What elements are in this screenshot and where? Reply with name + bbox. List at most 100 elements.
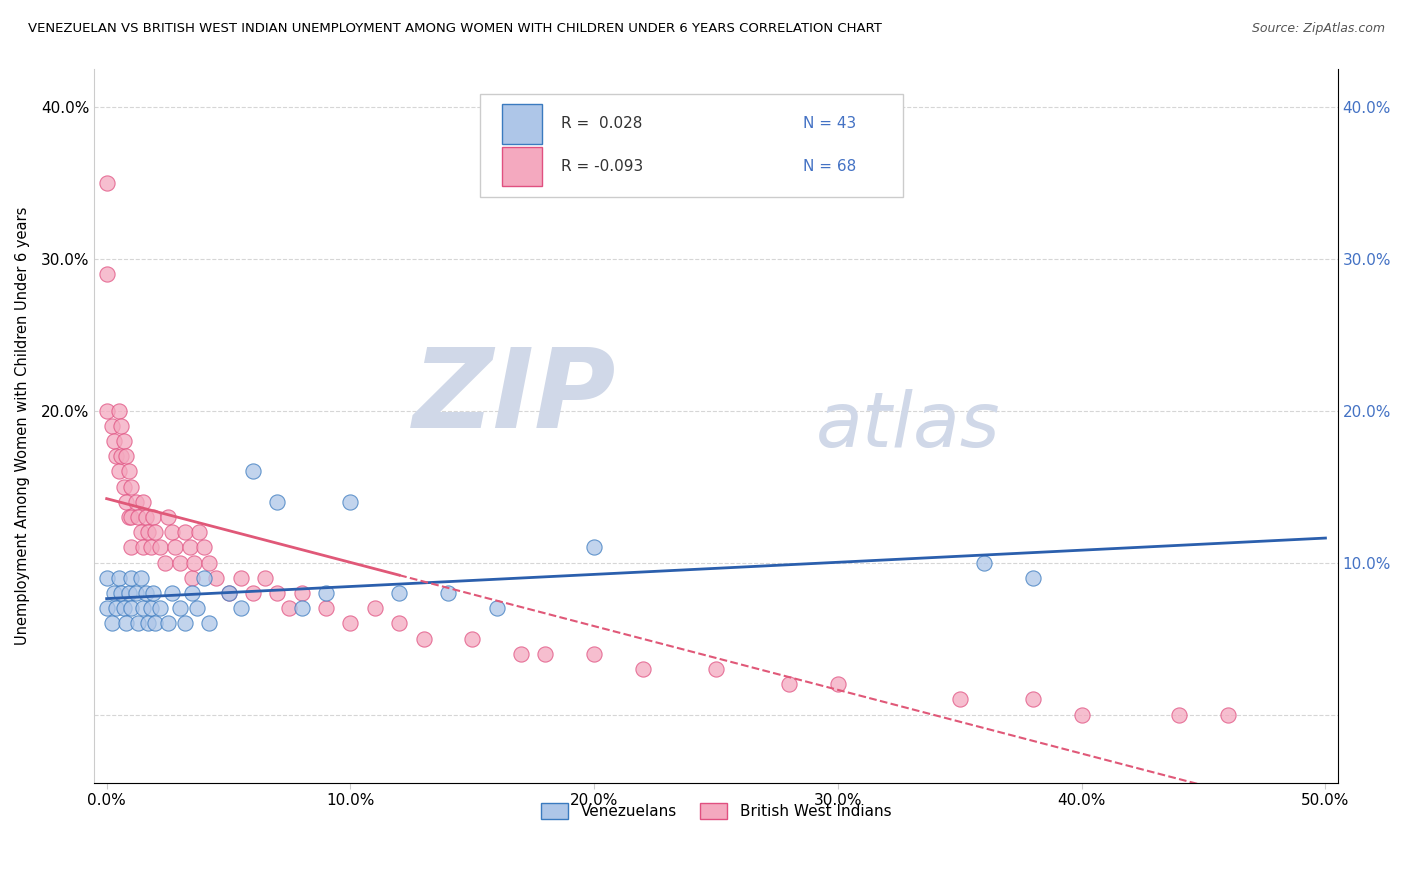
Point	[193, 571, 215, 585]
Point	[129, 525, 152, 540]
FancyBboxPatch shape	[502, 104, 541, 144]
Point	[120, 510, 142, 524]
Point	[339, 495, 361, 509]
Point	[169, 556, 191, 570]
Point	[1022, 571, 1045, 585]
Point	[112, 601, 135, 615]
Point	[291, 586, 314, 600]
Point	[162, 586, 184, 600]
Text: Source: ZipAtlas.com: Source: ZipAtlas.com	[1251, 22, 1385, 36]
Y-axis label: Unemployment Among Women with Children Under 6 years: Unemployment Among Women with Children U…	[15, 207, 30, 645]
Point	[949, 692, 972, 706]
Point	[266, 495, 288, 509]
Point	[461, 632, 484, 646]
Point	[112, 480, 135, 494]
Point	[96, 403, 118, 417]
Point	[136, 616, 159, 631]
Point	[266, 586, 288, 600]
Point	[100, 616, 122, 631]
Point	[127, 616, 149, 631]
Point	[181, 586, 204, 600]
Point	[973, 556, 995, 570]
Point	[145, 525, 167, 540]
Point	[229, 571, 252, 585]
Point	[132, 541, 155, 555]
Point	[583, 541, 606, 555]
Point	[105, 601, 128, 615]
Point	[108, 571, 131, 585]
Point	[110, 418, 132, 433]
Point	[132, 601, 155, 615]
Point	[112, 434, 135, 448]
Point	[193, 541, 215, 555]
Point	[145, 616, 167, 631]
Text: R =  0.028: R = 0.028	[561, 116, 643, 131]
Point	[631, 662, 654, 676]
Point	[229, 601, 252, 615]
Point	[117, 510, 139, 524]
Point	[388, 616, 411, 631]
Point	[110, 449, 132, 463]
Point	[186, 601, 208, 615]
Point	[127, 510, 149, 524]
Point	[103, 586, 125, 600]
Point	[156, 616, 179, 631]
Point	[153, 556, 176, 570]
Point	[125, 495, 148, 509]
FancyBboxPatch shape	[502, 147, 541, 186]
Point	[534, 647, 557, 661]
Point	[183, 556, 205, 570]
Point	[173, 616, 195, 631]
Point	[120, 541, 142, 555]
Point	[583, 647, 606, 661]
Point	[315, 586, 337, 600]
Point	[103, 434, 125, 448]
Point	[188, 525, 211, 540]
Point	[142, 586, 165, 600]
Point	[254, 571, 277, 585]
Point	[120, 571, 142, 585]
Text: ZIP: ZIP	[413, 343, 617, 450]
Point	[96, 176, 118, 190]
Point	[139, 601, 162, 615]
Point	[169, 601, 191, 615]
Point	[339, 616, 361, 631]
Point	[173, 525, 195, 540]
Point	[510, 647, 533, 661]
Point	[198, 556, 221, 570]
Point	[117, 464, 139, 478]
Point	[437, 586, 460, 600]
Text: VENEZUELAN VS BRITISH WEST INDIAN UNEMPLOYMENT AMONG WOMEN WITH CHILDREN UNDER 6: VENEZUELAN VS BRITISH WEST INDIAN UNEMPL…	[28, 22, 882, 36]
Point	[704, 662, 727, 676]
Point	[96, 601, 118, 615]
Point	[110, 586, 132, 600]
Point	[388, 586, 411, 600]
Point	[108, 403, 131, 417]
Point	[100, 418, 122, 433]
Point	[135, 586, 157, 600]
Point	[163, 541, 186, 555]
Point	[181, 571, 204, 585]
Point	[827, 677, 849, 691]
Text: N = 68: N = 68	[803, 160, 856, 174]
Point	[218, 586, 240, 600]
Point	[156, 510, 179, 524]
Point	[1168, 707, 1191, 722]
Text: N = 43: N = 43	[803, 116, 856, 131]
Point	[120, 601, 142, 615]
Point	[96, 571, 118, 585]
Point	[242, 464, 264, 478]
Point	[115, 449, 138, 463]
Point	[136, 525, 159, 540]
Point	[278, 601, 301, 615]
Point	[105, 449, 128, 463]
Point	[291, 601, 314, 615]
Point	[120, 480, 142, 494]
Point	[364, 601, 387, 615]
Point	[485, 601, 508, 615]
Point	[149, 601, 172, 615]
Point	[1022, 692, 1045, 706]
Point	[149, 541, 172, 555]
Point	[315, 601, 337, 615]
FancyBboxPatch shape	[479, 94, 903, 197]
